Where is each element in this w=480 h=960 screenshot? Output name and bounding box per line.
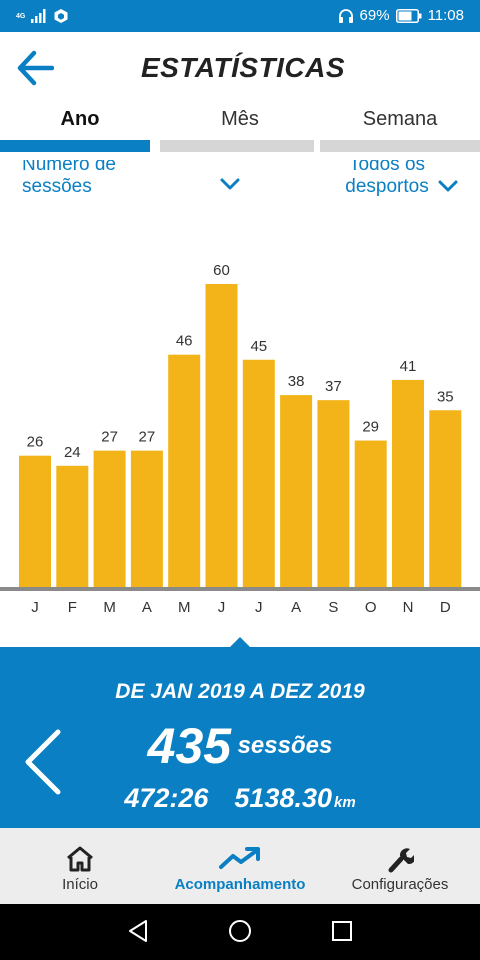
tab-label: Mês [221,108,259,130]
sport-dropdown[interactable]: Todos os desportos [332,160,472,204]
selection-pointer [229,637,251,648]
filters-row: Número de sessões Todos os desportos [0,160,480,204]
arrow-left-icon [17,50,55,86]
x-axis-line [0,587,480,591]
previous-period-button[interactable] [22,729,64,795]
x-tick-label: S [328,599,338,616]
x-tick-label: J [31,599,39,616]
totals-line: 472:26 5138.30 km [0,783,480,814]
tab-week[interactable]: Semana [320,104,480,152]
bar-value-label: 27 [101,429,118,446]
distance-unit: km [334,794,356,811]
bar-4[interactable] [168,354,201,587]
bar-value-label: 37 [325,378,342,395]
x-tick-label: N [403,599,414,616]
metric-dropdown[interactable]: Número de sessões [22,160,252,204]
home-icon [67,846,93,872]
nav-label: Acompanhamento [174,876,306,893]
period-tabs: Ano Mês Semana [0,104,480,152]
bar-value-label: 27 [139,429,156,446]
back-button[interactable] [16,50,58,88]
sessions-total: 435 sessões [0,717,480,775]
bar-8[interactable] [317,400,350,587]
metric-dropdown-value: Número de sessões [22,160,116,197]
period-label: DE JAN 2019 A DEZ 2019 [115,680,365,703]
x-tick-label: J [218,599,226,616]
bar-value-label: 60 [213,262,230,279]
trend-up-icon [219,847,260,869]
bar-value-label: 29 [362,419,379,436]
bar-value-label: 45 [250,338,267,355]
x-tick-label: D [440,599,451,616]
system-home-icon[interactable] [228,918,252,944]
chevron-down-icon [220,178,240,190]
system-back-icon[interactable] [126,918,150,944]
nav-settings[interactable]: Configurações [320,828,480,904]
duration-value: 472:26 [124,783,209,813]
sessions-value: 435 [147,718,232,774]
system-navigation-bar [0,904,480,960]
x-tick-label: J [255,599,263,616]
tab-month[interactable]: Mês [160,104,320,152]
battery-icon [395,8,422,23]
bar-9[interactable] [354,440,387,587]
bar-value-label: 26 [27,434,44,451]
x-tick-label: M [178,599,191,616]
bar-7[interactable] [280,395,313,587]
sessions-unit: sessões [237,732,333,759]
headphones-icon [338,8,353,23]
app-notification-icon [54,9,68,23]
bottom-navigation: Início Acompanhamento Configurações [0,828,480,904]
status-bar: 4G 69% 11:08 [0,0,480,32]
bar-value-label: 35 [437,388,454,405]
bar-10[interactable] [392,379,424,587]
tab-label: Ano [60,108,100,130]
clock: 11:08 [427,7,464,24]
x-tick-label: F [68,599,77,616]
bar-value-label: 38 [288,373,305,390]
distance-value: 5138.30 [234,783,332,813]
app-header: ESTATÍSTICAS [0,32,480,104]
bar-5[interactable] [205,284,238,587]
tab-label: Semana [362,108,438,130]
bar-6[interactable] [242,359,275,587]
tab-year[interactable]: Ano [0,104,160,152]
bar-2[interactable] [93,450,126,587]
chevron-left-icon [25,729,61,795]
x-tick-label: A [142,599,152,616]
chevron-down-icon [438,180,458,192]
nav-tracking[interactable]: Acompanhamento [160,828,320,904]
wrench-icon [388,848,414,873]
bar-0[interactable] [19,455,51,587]
nav-label: Início [62,876,98,893]
x-tick-label: M [103,599,116,616]
x-tick-label: O [365,599,377,616]
tab-indicator [320,140,480,152]
nav-label: Configurações [351,876,449,893]
x-tick-label: A [291,599,301,616]
nav-home[interactable]: Início [0,828,160,904]
bar-value-label: 41 [400,358,417,375]
bar-1[interactable] [56,465,89,587]
bar-3[interactable] [130,450,163,587]
tab-indicator [0,140,150,152]
battery-percent: 69% [359,7,390,24]
bar-11[interactable] [429,410,462,587]
signal-icon [31,9,46,23]
page-title: ESTATÍSTICAS [140,52,346,83]
bar-value-label: 46 [176,333,193,350]
tab-indicator [160,140,314,152]
network-type: 4G [16,12,26,20]
sessions-bar-chart: 26 J 24 F 27 M 27 A 46 M 60 J 45 J 38 A 37 S 29 O 41 N 35 D [0,262,480,616]
bar-value-label: 24 [64,444,81,461]
sport-dropdown-value: Todos os desportos [345,160,429,197]
system-recents-icon[interactable] [330,918,354,944]
summary-panel: DE JAN 2019 A DEZ 2019 435 sessões 472:2… [0,637,480,828]
